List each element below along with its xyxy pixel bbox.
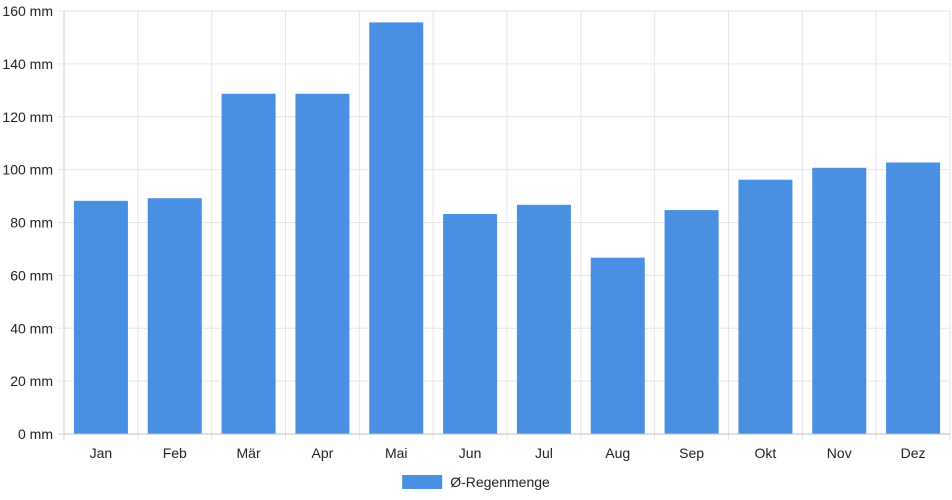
bar-Nov[interactable] — [812, 167, 867, 435]
x-tick-label: Mär — [237, 445, 261, 461]
x-tick-label: Okt — [755, 445, 777, 461]
x-tick-label: Dez — [901, 445, 926, 461]
y-tick-label: 0 mm — [18, 426, 53, 442]
y-tick-label: 80 mm — [10, 215, 53, 231]
y-tick-label: 160 mm — [2, 3, 53, 19]
bar-Sep[interactable] — [664, 210, 719, 435]
x-tick-label: Sep — [679, 445, 704, 461]
legend-label[interactable]: Ø-Regenmenge — [450, 474, 550, 490]
x-tick-label: Feb — [163, 445, 187, 461]
legend[interactable]: Ø-Regenmenge — [402, 474, 550, 490]
y-tick-label: 60 mm — [10, 267, 53, 283]
x-tick-label: Jan — [90, 445, 113, 461]
bar-Apr[interactable] — [295, 93, 350, 435]
bar-Feb[interactable] — [147, 198, 202, 435]
x-tick-label: Aug — [605, 445, 630, 461]
bar-Okt[interactable] — [738, 179, 793, 435]
x-tick-label: Jul — [535, 445, 553, 461]
axes — [63, 11, 950, 435]
bar-Mär[interactable] — [221, 93, 276, 435]
y-tick-label: 20 mm — [10, 373, 53, 389]
x-tick-label: Apr — [312, 445, 334, 461]
legend-swatch[interactable] — [402, 475, 443, 489]
y-tick-label: 40 mm — [10, 320, 53, 336]
y-tick-label: 140 mm — [2, 56, 53, 72]
bar-Aug[interactable] — [590, 257, 645, 435]
y-tick-label: 100 mm — [2, 162, 53, 178]
bar-Dez[interactable] — [886, 162, 941, 435]
bar-Jul[interactable] — [516, 204, 571, 435]
bar-Mai[interactable] — [369, 22, 424, 435]
bar-series — [73, 22, 941, 435]
y-axis-tick-labels: 0 mm 20 mm 40 mm 60 mm 80 mm 100 mm 120 mm 140 … — [2, 3, 53, 442]
y-tick-label: 120 mm — [2, 109, 53, 125]
bar-Jan[interactable] — [73, 200, 128, 435]
bar-Jun[interactable] — [443, 214, 498, 435]
x-tick-label: Nov — [827, 445, 852, 461]
x-axis-tick-labels: Jan Feb Mär Apr Mai Jun Jul Aug Sep Okt Nov Dez — [90, 445, 926, 461]
grid-lines — [58, 10, 951, 440]
x-tick-label: Jun — [459, 445, 482, 461]
x-tick-label: Mai — [385, 445, 408, 461]
